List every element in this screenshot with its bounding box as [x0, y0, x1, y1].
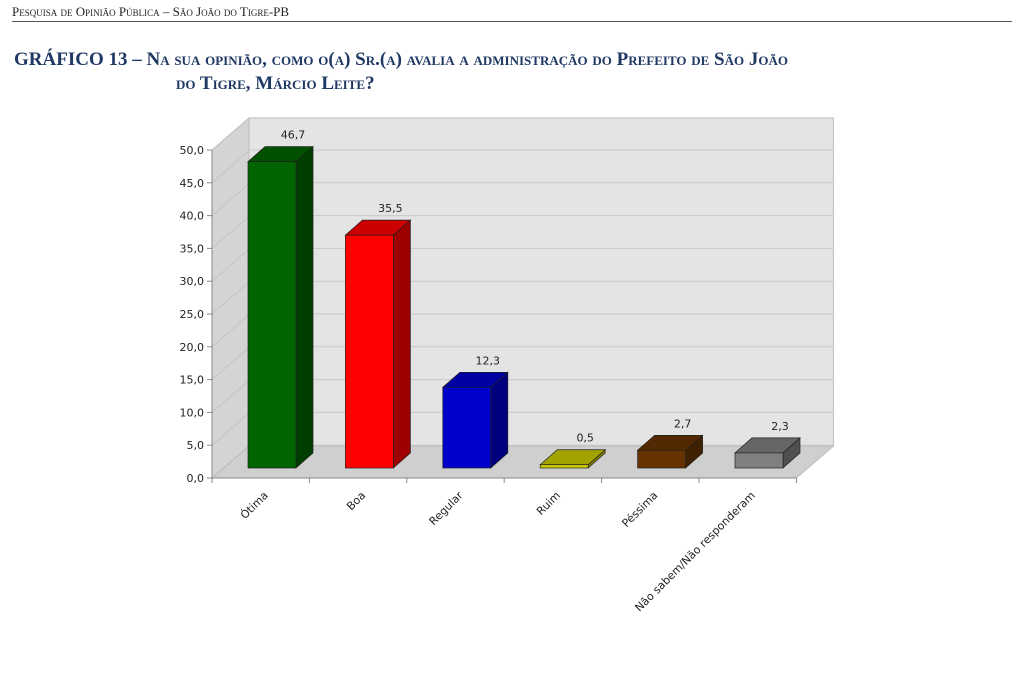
x-tick-label: Boa	[344, 489, 368, 513]
data-label: 0,5	[576, 432, 594, 445]
data-label: 2,3	[771, 420, 789, 433]
back-wall	[248, 117, 834, 447]
y-tick-label: 15,0	[180, 374, 205, 387]
bar-front	[442, 386, 492, 469]
bar-6	[734, 437, 801, 469]
x-tick-label: Não sabem/Não responderam	[632, 489, 757, 614]
bar-1	[247, 145, 314, 469]
bar-side	[295, 145, 314, 469]
bar-front	[247, 161, 297, 469]
bar-4	[539, 448, 607, 469]
page-header: Pesquisa de Opinião Pública – São João d…	[12, 4, 290, 19]
chart-title: GRÁFICO 13 – Na sua opinião, como o(a) S…	[14, 48, 1014, 96]
bar-front	[345, 234, 394, 469]
bar-3	[441, 371, 509, 469]
chart-title-line2: do Tigre, Márcio Leite?	[176, 73, 375, 94]
bar-front	[734, 452, 784, 469]
bar-2	[344, 219, 412, 469]
y-tick-label: 35,0	[180, 242, 205, 255]
y-tick-label: 40,0	[180, 210, 205, 223]
left-wall-gridline	[211, 248, 250, 282]
y-tick-label: 0,0	[187, 472, 205, 485]
chart-title-line1: GRÁFICO 13 – Na sua opinião, como o(a) S…	[14, 49, 788, 70]
y-tick-label: 45,0	[180, 177, 205, 190]
left-wall-gridline	[211, 412, 250, 446]
left-wall-gridline	[211, 314, 250, 348]
bar-front	[637, 449, 686, 469]
y-tick-label: 50,0	[180, 144, 205, 157]
bar-side	[490, 371, 509, 469]
left-wall-gridline	[211, 117, 250, 151]
left-wall-gridline	[211, 150, 250, 184]
x-tick-label: Ruim	[534, 489, 563, 518]
left-wall-gridline	[211, 216, 250, 249]
x-tick-label: Péssima	[619, 489, 660, 530]
left-wall-gridline	[211, 183, 250, 216]
bar-front	[539, 464, 589, 469]
y-tick-label: 10,0	[180, 406, 205, 419]
left-wall-gridline	[211, 347, 250, 380]
data-label: 35,5	[378, 202, 403, 215]
bar-5	[636, 434, 704, 469]
y-tick-label: 20,0	[180, 341, 205, 354]
data-label: 46,7	[281, 129, 306, 142]
data-label: 2,7	[674, 417, 692, 430]
left-wall-gridline	[211, 380, 250, 413]
x-tick-label: Ótima	[238, 489, 271, 522]
data-label: 12,3	[476, 354, 501, 367]
left-wall-gridline	[211, 281, 250, 315]
y-tick-label: 5,0	[187, 439, 205, 452]
y-tick-label: 25,0	[180, 308, 205, 321]
bar-side	[393, 219, 411, 469]
x-tick-label: Regular	[427, 489, 466, 528]
y-tick-label: 30,0	[180, 275, 205, 288]
header-divider	[12, 21, 1012, 22]
